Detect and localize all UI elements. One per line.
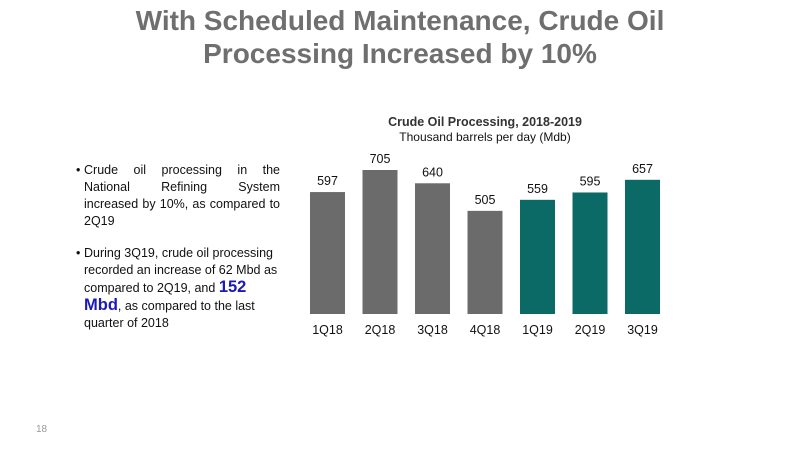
category-label-1q18: 1Q18 (312, 323, 343, 337)
category-label-3q19: 3Q19 (627, 323, 658, 337)
bar-3q19 (625, 179, 660, 314)
value-label-3q18: 640 (422, 165, 443, 179)
bullet-highlight-value: 152 Mbd (84, 278, 247, 314)
bullet-dot-icon: • (76, 246, 81, 260)
category-label-4q18: 4Q18 (470, 323, 501, 337)
chart-category-labels: 1Q18 2Q18 3Q18 4Q18 1Q19 2Q19 3Q19 (312, 323, 658, 337)
bullet-list: • Crude oil processing in the National R… (76, 162, 280, 332)
bar-2q18 (362, 170, 398, 314)
slide-title: With Scheduled Maintenance, Crude Oil Pr… (0, 4, 800, 70)
value-label-4q18: 505 (475, 193, 496, 207)
bullet-item-1: • Crude oil processing in the National R… (76, 162, 280, 230)
slide-title-line-1: With Scheduled Maintenance, Crude Oil (135, 5, 665, 36)
bar-1q18 (310, 192, 345, 314)
value-label-1q18: 597 (317, 174, 338, 188)
value-label-1q19: 559 (527, 182, 548, 196)
bullet-text-2b: , as compared to the last quarter of 201… (84, 299, 255, 330)
bullet-dot-icon: • (76, 163, 81, 177)
bullet-text-1: Crude oil processing in the National Ref… (84, 163, 280, 228)
category-label-2q19: 2Q19 (575, 323, 606, 337)
bullet-item-2: • During 3Q19, crude oil processing reco… (76, 245, 280, 332)
bar-4q18 (467, 210, 503, 314)
bar-2q19 (572, 192, 608, 314)
value-label-2q18: 705 (370, 152, 391, 166)
bar-3q18 (415, 183, 450, 314)
category-label-1q19: 1Q19 (522, 323, 553, 337)
value-label-3q19: 657 (632, 162, 653, 176)
chart-value-labels: 597 705 640 505 559 595 657 (317, 152, 653, 207)
chart-subtitle: Thousand barrels per day (Mdb) (399, 130, 570, 144)
bar-chart: Crude Oil Processing, 2018-2019 Thousand… (310, 115, 660, 337)
category-label-3q18: 3Q18 (417, 323, 448, 337)
page-number: 18 (36, 424, 48, 435)
category-label-2q18: 2Q18 (365, 323, 396, 337)
chart-bars (310, 170, 660, 314)
value-label-2q19: 595 (580, 174, 601, 188)
bar-1q19 (520, 199, 555, 314)
chart-title: Crude Oil Processing, 2018-2019 (388, 115, 582, 129)
bullet-text-2a: During 3Q19, crude oil processing record… (84, 246, 278, 295)
slide-title-line-2: Processing Increased by 10% (203, 38, 597, 69)
